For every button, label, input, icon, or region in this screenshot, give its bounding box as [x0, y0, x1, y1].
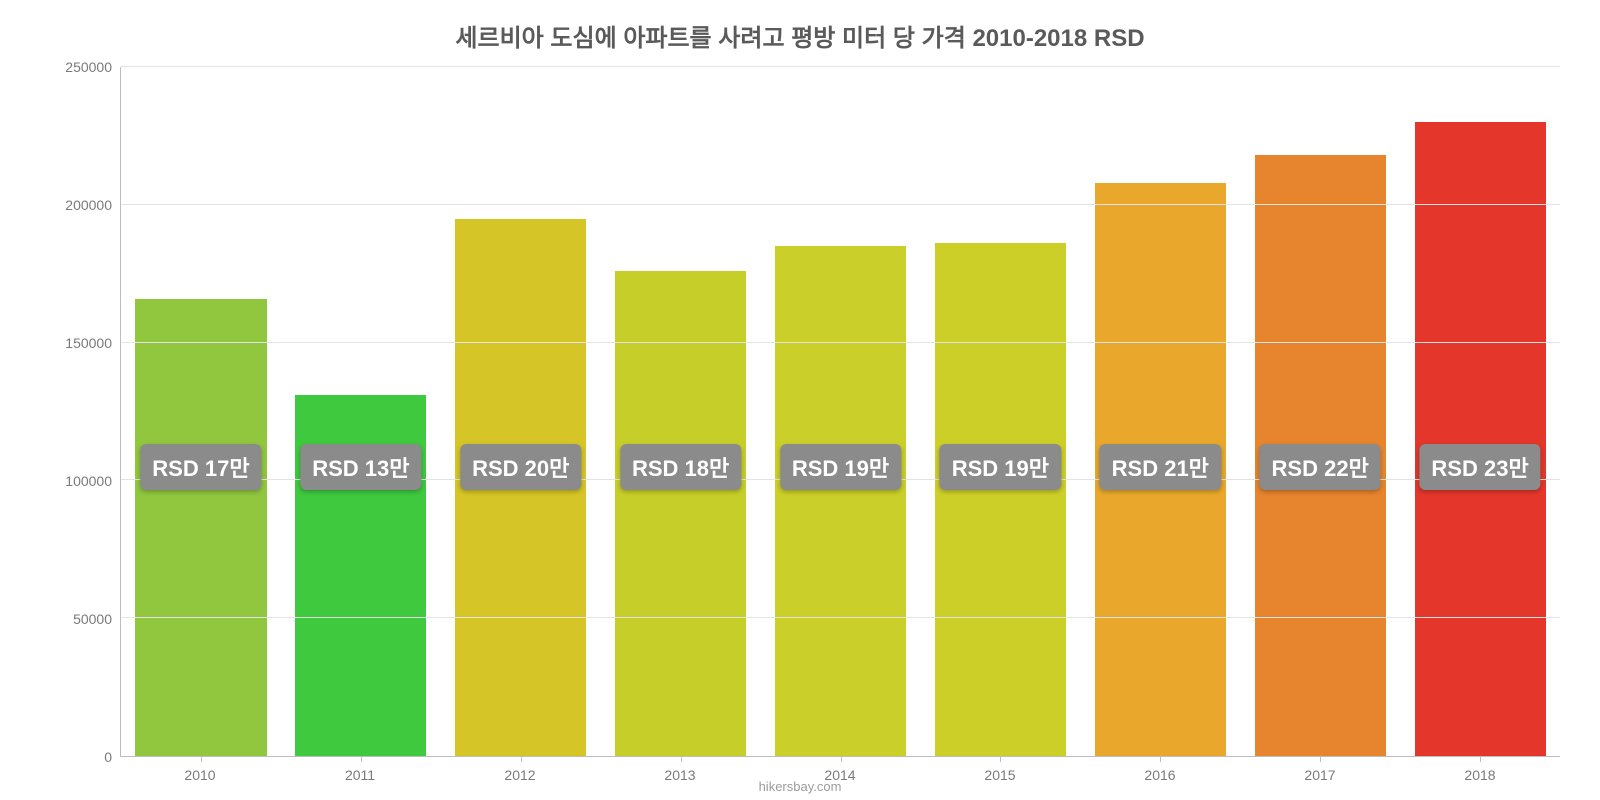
- bar-slot: RSD 19만: [920, 67, 1080, 756]
- bar-slot: RSD 13만: [281, 67, 441, 756]
- y-tick-label: 0: [104, 749, 112, 765]
- y-tick-label: 50000: [73, 611, 112, 627]
- value-label: RSD 21만: [1100, 444, 1221, 490]
- value-label: RSD 20만: [460, 444, 581, 490]
- x-tick-mark: [1000, 756, 1001, 762]
- bar: [615, 271, 746, 756]
- bar-slot: RSD 23만: [1400, 67, 1560, 756]
- bar-slot: RSD 17만: [121, 67, 281, 756]
- x-tick-mark: [681, 756, 682, 762]
- bar-slot: RSD 22만: [1240, 67, 1400, 756]
- y-tick-label: 150000: [65, 335, 112, 351]
- value-label: RSD 23만: [1419, 444, 1540, 490]
- chart-title: 세르비아 도심에 아파트를 사려고 평방 미터 당 가격 2010-2018 R…: [40, 18, 1560, 53]
- bar-slot: RSD 20만: [441, 67, 601, 756]
- plot-area: 050000100000150000200000250000 RSD 17만RS…: [40, 67, 1560, 757]
- x-tick-mark: [841, 756, 842, 762]
- gridline: [121, 204, 1560, 205]
- y-tick-label: 250000: [65, 59, 112, 75]
- bar: [1415, 122, 1546, 756]
- gridline: [121, 617, 1560, 618]
- value-label: RSD 18만: [620, 444, 741, 490]
- value-label: RSD 19만: [940, 444, 1061, 490]
- bars-layer: RSD 17만 RSD 13만 RSD 20만 RSD 18만 RSD 19만 RSD 1…: [121, 67, 1560, 756]
- chart-source: hikersbay.com: [0, 779, 1600, 794]
- grid-area: RSD 17만 RSD 13만 RSD 20만 RSD 18만 RSD 19만 RSD 1…: [120, 67, 1560, 757]
- gridline: [121, 66, 1560, 67]
- bar: [775, 246, 906, 756]
- value-label: RSD 22만: [1260, 444, 1381, 490]
- bar: [935, 243, 1066, 756]
- x-tick-mark: [1480, 756, 1481, 762]
- x-tick-mark: [1320, 756, 1321, 762]
- y-tick-label: 200000: [65, 197, 112, 213]
- x-tick-mark: [521, 756, 522, 762]
- y-axis: 050000100000150000200000250000: [40, 67, 120, 757]
- bar-slot: RSD 21만: [1080, 67, 1240, 756]
- value-label: RSD 19만: [780, 444, 901, 490]
- bar: [135, 299, 266, 756]
- x-tick-mark: [1160, 756, 1161, 762]
- gridline: [121, 342, 1560, 343]
- chart-container: 세르비아 도심에 아파트를 사려고 평방 미터 당 가격 2010-2018 R…: [0, 0, 1600, 800]
- y-tick-label: 100000: [65, 473, 112, 489]
- bar-slot: RSD 19만: [761, 67, 921, 756]
- value-label: RSD 13만: [300, 444, 421, 490]
- value-label: RSD 17만: [140, 444, 261, 490]
- x-tick-mark: [201, 756, 202, 762]
- x-tick-mark: [361, 756, 362, 762]
- bar-slot: RSD 18만: [601, 67, 761, 756]
